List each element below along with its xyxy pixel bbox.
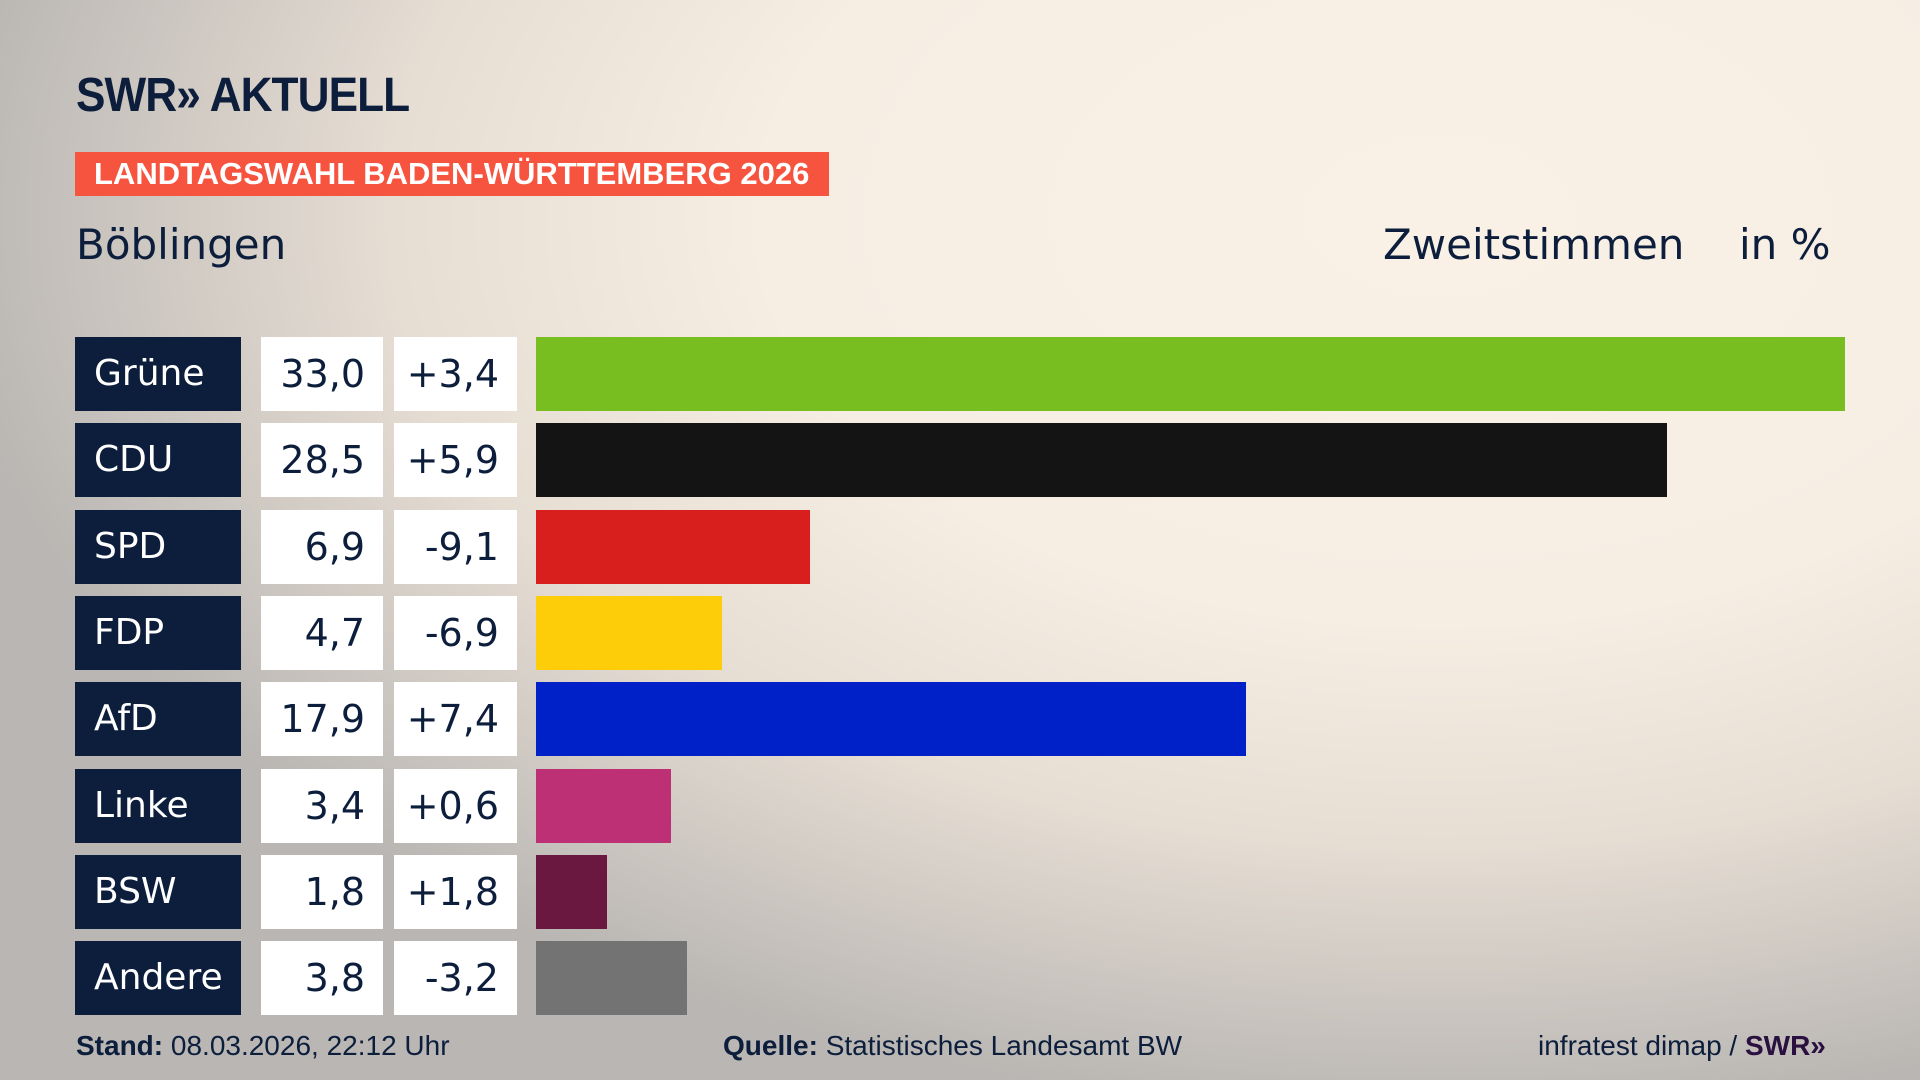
diff-label: +3,4 — [394, 337, 517, 411]
metric-label: Zweitstimmen — [1383, 220, 1685, 269]
party-label: FDP — [75, 595, 241, 670]
party-label: CDU — [75, 423, 241, 498]
bar-cdu — [536, 423, 1667, 498]
chart-row: Linke 3,4 +0,6 — [0, 768, 1920, 843]
party-label: Andere — [75, 941, 241, 1016]
chart-row: FDP 4,7 -6,9 — [0, 595, 1920, 670]
bar-spd — [536, 509, 810, 584]
bar-bsw — [536, 854, 608, 929]
value-label: 6,9 — [261, 509, 383, 584]
value-label: 33,0 — [261, 337, 383, 411]
diff-label: -9,1 — [394, 509, 517, 584]
diff-label: -6,9 — [394, 595, 517, 670]
diff-label: +1,8 — [394, 854, 517, 929]
diff-label: -3,2 — [394, 941, 517, 1016]
value-label: 3,4 — [261, 768, 383, 843]
stand-label: Stand: — [76, 1030, 164, 1061]
party-label: Grüne — [75, 337, 241, 411]
value-label: 3,8 — [261, 941, 383, 1016]
chart-row: Andere 3,8 -3,2 — [0, 941, 1920, 1016]
chart-row: CDU 28,5 +5,9 — [0, 423, 1920, 498]
party-label: SPD — [75, 509, 241, 584]
diff-label: +5,9 — [394, 423, 517, 498]
source-value: Statistisches Landesamt BW — [825, 1030, 1183, 1061]
footer-stand: Stand: 08.03.2026, 22:12 Uhr — [76, 1030, 450, 1062]
chart-row: SPD 6,9 -9,1 — [0, 509, 1920, 584]
party-label: Linke — [75, 768, 241, 843]
region-title: Böblingen — [76, 220, 287, 269]
bar-linke — [536, 768, 671, 843]
diff-label: +0,6 — [394, 768, 517, 843]
value-label: 17,9 — [261, 682, 383, 757]
swr-logo: SWR» — [1744, 1030, 1826, 1061]
chart-row: Grüne 33,0 +3,4 — [0, 337, 1920, 411]
bar-fdp — [536, 595, 723, 670]
credit-text: infratest dimap / — [1538, 1030, 1738, 1061]
bar-grüne — [536, 337, 1845, 411]
swr-aktuell-logo: SWR» AKTUELL — [76, 69, 410, 122]
chart-row: BSW 1,8 +1,8 — [0, 854, 1920, 929]
bar-afd — [536, 682, 1247, 757]
party-label: AfD — [75, 682, 241, 757]
value-label: 28,5 — [261, 423, 383, 498]
footer-source: Quelle: Statistisches Landesamt BW — [723, 1030, 1182, 1062]
bar-andere — [536, 941, 687, 1016]
source-label: Quelle: — [723, 1030, 818, 1061]
value-label: 4,7 — [261, 595, 383, 670]
party-label: BSW — [75, 854, 241, 929]
stand-value: 08.03.2026, 22:12 Uhr — [170, 1030, 450, 1061]
chart-row: AfD 17,9 +7,4 — [0, 682, 1920, 757]
footer-credit: infratest dimap / SWR» — [1538, 1030, 1826, 1062]
unit-label: in % — [1739, 220, 1831, 269]
election-banner: LANDTAGSWAHL BADEN-WÜRTTEMBERG 2026 — [75, 152, 829, 196]
value-label: 1,8 — [261, 854, 383, 929]
diff-label: +7,4 — [394, 682, 517, 757]
